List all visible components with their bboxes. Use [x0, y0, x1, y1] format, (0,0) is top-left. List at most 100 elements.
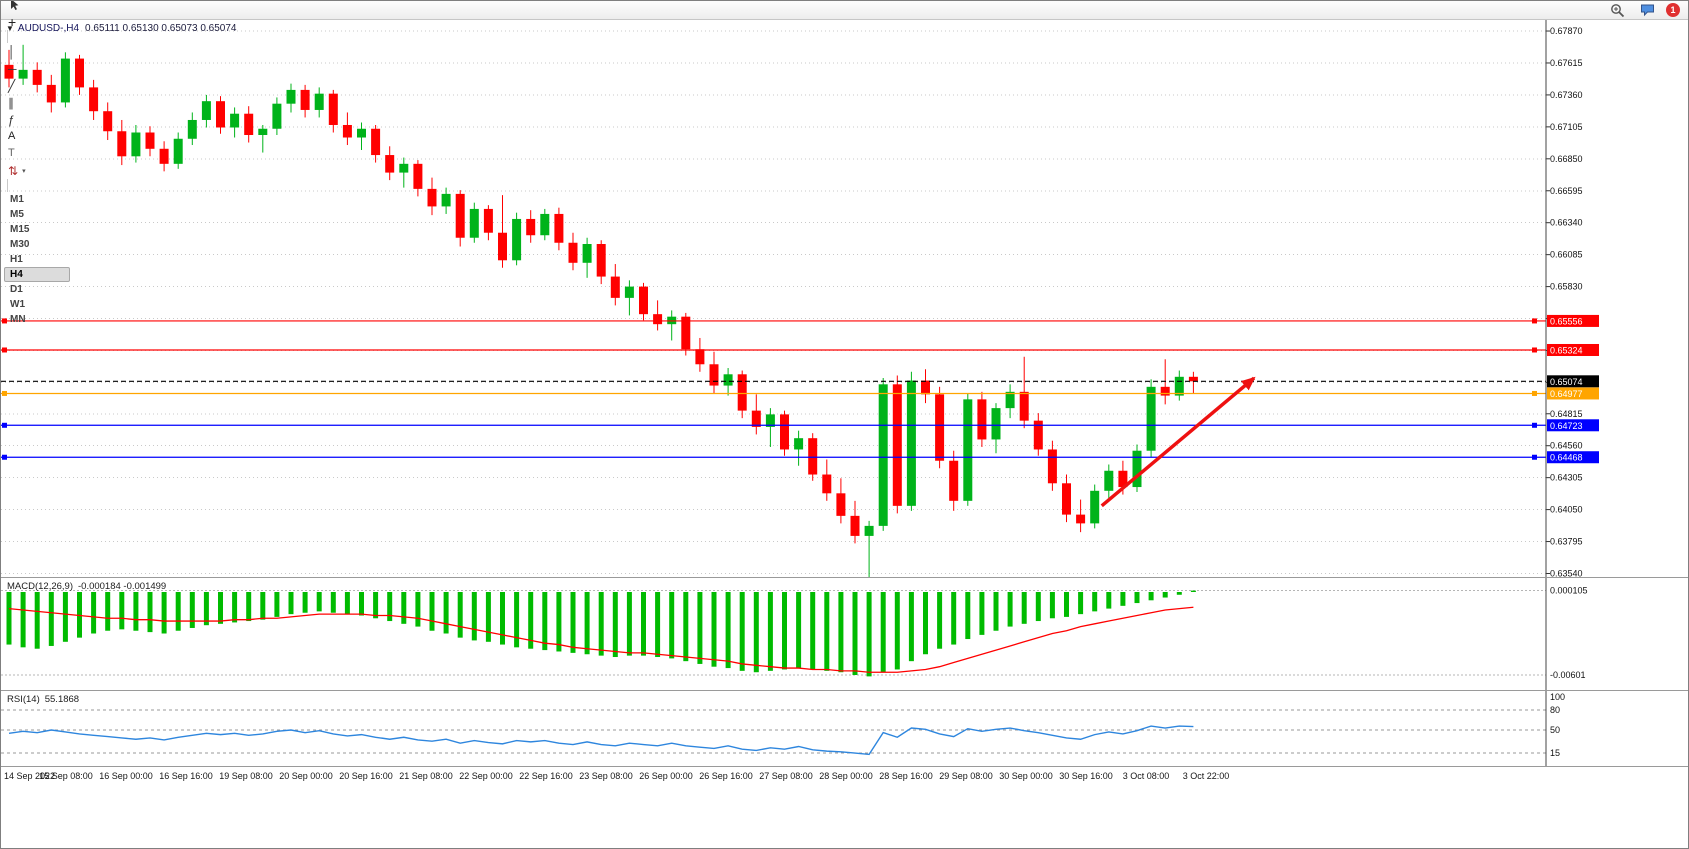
- notification-badge[interactable]: 1: [1666, 3, 1680, 17]
- candle: [371, 128, 381, 156]
- line-handle[interactable]: [2, 422, 7, 428]
- vertical-line-icon: │: [8, 44, 16, 59]
- macd-histogram-bar: [570, 592, 576, 653]
- trendline-icon: ╱: [8, 78, 16, 93]
- macd-histogram-bar: [542, 592, 548, 651]
- candle: [878, 384, 888, 526]
- macd-histogram-bar: [894, 592, 900, 670]
- macd-histogram-bar: [471, 592, 477, 641]
- candle: [46, 84, 56, 103]
- chevron-down-icon: ▾: [22, 167, 26, 175]
- timeframe-button-m1[interactable]: M1: [10, 194, 24, 205]
- candle: [357, 128, 366, 138]
- macd-title: MACD(12,26,9): [7, 581, 73, 592]
- price-tick-label: 0.64560: [1550, 441, 1583, 451]
- symbol-name: AUDUSD-,H4: [17, 23, 80, 34]
- macd-histogram-bar: [91, 592, 97, 634]
- fibonacci-icon: ƒ: [8, 112, 15, 127]
- main-chart[interactable]: 0.67870 0.67615 0.67360 0.67105 0.66850 0.665…: [1, 19, 1689, 578]
- timeframe-button-mn[interactable]: MN: [10, 314, 26, 325]
- crosshair-button[interactable]: +: [4, 13, 70, 30]
- toolbar-separator: [7, 30, 8, 43]
- fibonacci-button[interactable]: ƒ: [4, 111, 70, 128]
- label-button[interactable]: T: [4, 145, 70, 162]
- candle: [103, 111, 113, 132]
- macd-histogram-bar: [218, 592, 223, 624]
- line-handle[interactable]: [2, 390, 7, 396]
- candle: [991, 408, 1001, 440]
- macd-histogram-bar: [189, 592, 195, 628]
- candle: [540, 213, 550, 236]
- candle: [906, 380, 916, 506]
- timeframe-button-m5[interactable]: M5: [10, 209, 24, 220]
- timeframe-button-m15[interactable]: M15: [10, 224, 30, 235]
- timeframe-button-h4[interactable]: H4: [4, 267, 70, 282]
- macd-axis-label: -0.00601: [1550, 670, 1586, 680]
- cursor-button[interactable]: [4, 1, 70, 13]
- macd-histogram-bar: [1120, 592, 1126, 606]
- price-badge-label: 0.65324: [1550, 345, 1583, 355]
- timeframe-button-d1[interactable]: D1: [10, 284, 23, 295]
- macd-histogram-bar: [880, 592, 886, 673]
- macd-histogram-bar: [1021, 592, 1027, 624]
- line-handle[interactable]: [2, 454, 7, 460]
- line-handle[interactable]: [1532, 390, 1537, 396]
- time-label: 26 Sep 16:00: [699, 771, 753, 781]
- timeframe-button-w1[interactable]: W1: [10, 299, 25, 310]
- rsi-panel[interactable]: 100 80 50 15: [1, 691, 1689, 767]
- candle: [963, 399, 973, 501]
- price-tick-label: 0.67105: [1550, 122, 1583, 132]
- macd-panel[interactable]: 0.000105 -0.00601: [1, 578, 1689, 691]
- text-icon: A: [8, 130, 16, 142]
- candle: [399, 163, 409, 173]
- line-handle[interactable]: [1532, 318, 1537, 324]
- timeframe-button-h1[interactable]: H1: [10, 254, 23, 265]
- macd-histogram-bar: [979, 592, 985, 635]
- line-handle[interactable]: [2, 318, 7, 324]
- chat-button[interactable]: [1636, 2, 1659, 19]
- macd-histogram-bar: [1190, 590, 1196, 592]
- toolbar-left-group: 新订单▾◆⊟↻●自动交易⊕⊖▦▾◷▾▤▾+│─╱∥ƒAT⇅▾M1M5M15M30…: [4, 1, 70, 327]
- rsi-title: RSI(14): [7, 694, 40, 705]
- arrows-button[interactable]: ⇅ ▾: [4, 162, 70, 179]
- candle: [314, 93, 324, 110]
- macd-values: -0.000184 -0.001499: [78, 581, 167, 592]
- line-handle[interactable]: [2, 347, 7, 353]
- text-button[interactable]: A: [4, 128, 70, 145]
- candles: [4, 44, 1198, 578]
- line-handle[interactable]: [1532, 422, 1537, 428]
- channel-button[interactable]: ∥: [4, 94, 70, 111]
- macd-histogram-bar: [1148, 592, 1154, 601]
- macd-histogram-bar: [584, 592, 590, 655]
- line-handle[interactable]: [1532, 347, 1537, 353]
- price-tick-label: 0.67615: [1550, 58, 1583, 68]
- macd-histogram-bar: [838, 592, 844, 673]
- vertical-line-button[interactable]: │: [4, 43, 70, 60]
- macd-histogram-bar: [669, 592, 675, 659]
- time-axis[interactable]: 14 Sep 2022 15 Sep 08:00 16 Sep 00:00 16 Se…: [1, 767, 1688, 787]
- macd-histogram-bar: [1078, 592, 1084, 615]
- price-badge: [1547, 314, 1599, 327]
- time-label: 28 Sep 00:00: [819, 771, 873, 781]
- timeframe-button-m30[interactable]: M30: [10, 239, 30, 250]
- macd-histogram-bar: [260, 592, 266, 620]
- trendline-button[interactable]: ╱: [4, 77, 70, 94]
- candle: [187, 119, 197, 139]
- candle: [1132, 450, 1142, 488]
- line-handle[interactable]: [1532, 454, 1537, 460]
- horizontal-line-button[interactable]: ─: [4, 60, 70, 77]
- collapse-arrow-icon[interactable]: ▼: [6, 24, 14, 33]
- price-tick-label: 0.63795: [1550, 537, 1583, 547]
- macd-histogram-bar: [1049, 592, 1055, 619]
- macd-histogram-bar: [373, 592, 379, 619]
- trend-arrow-annotation[interactable]: [1100, 376, 1256, 508]
- macd-histogram-bar: [344, 592, 350, 615]
- macd-histogram-bar: [1162, 592, 1168, 598]
- price-tick-label: 0.67360: [1550, 90, 1583, 100]
- macd-label: MACD(12,26,9) -0.000184 -0.001499: [7, 581, 166, 592]
- search-button[interactable]: [1606, 2, 1629, 19]
- candle: [1090, 490, 1100, 524]
- macd-axis-label: 0.000105: [1550, 586, 1588, 596]
- price-badge-label: 0.65074: [1550, 377, 1583, 387]
